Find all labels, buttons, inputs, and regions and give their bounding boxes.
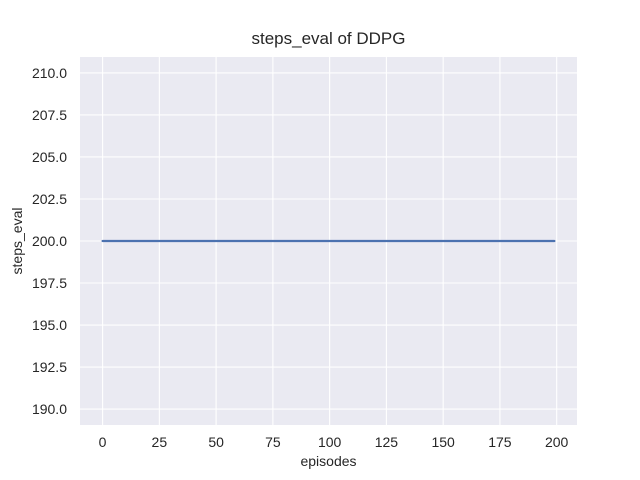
x-tick-label: 75 bbox=[265, 434, 281, 450]
y-tick-label: 205.0 bbox=[31, 148, 67, 165]
y-tick-label: 200.0 bbox=[31, 233, 67, 249]
x-tick-label: 50 bbox=[208, 434, 224, 450]
y-tick-label: 197.5 bbox=[31, 275, 67, 291]
y-tick-label: 192.5 bbox=[31, 359, 67, 376]
x-tick-label: 150 bbox=[431, 434, 455, 450]
y-tick-label: 202.5 bbox=[31, 190, 67, 207]
y-tick-label: 195.0 bbox=[31, 317, 67, 334]
x-tick-label: 200 bbox=[544, 434, 569, 450]
chart-title: steps_eval of DDPG bbox=[251, 29, 406, 48]
y-tick-label: 207.5 bbox=[31, 106, 67, 123]
x-axis-label: episodes bbox=[300, 453, 357, 469]
x-tick-label: 25 bbox=[151, 434, 168, 450]
y-axis-label: steps_eval bbox=[9, 207, 25, 275]
y-tick-label: 210.0 bbox=[31, 64, 67, 81]
y-tick-label: 190.0 bbox=[31, 401, 67, 418]
x-tick-label: 0 bbox=[98, 434, 107, 450]
x-tick-label: 100 bbox=[317, 434, 342, 450]
x-tick-label: 175 bbox=[488, 434, 512, 450]
x-tick-label: 125 bbox=[374, 434, 399, 450]
